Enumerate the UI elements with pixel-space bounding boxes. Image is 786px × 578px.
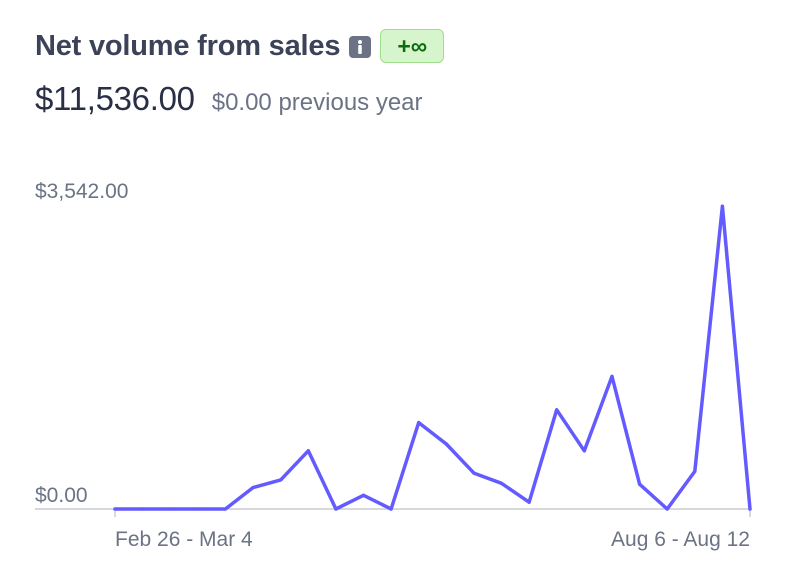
data-point-14 xyxy=(499,481,504,485)
data-point-12 xyxy=(444,442,448,446)
data-point-22 xyxy=(720,204,725,208)
data-point-19 xyxy=(638,482,642,486)
data-point-23 xyxy=(748,507,752,511)
info-icon[interactable] xyxy=(349,36,372,58)
data-point-18 xyxy=(610,374,614,378)
chart-title: Net volume from sales xyxy=(35,29,341,62)
chart-header: Net volume from sales +∞ xyxy=(35,26,445,66)
change-badge: +∞ xyxy=(380,29,445,63)
data-point-3 xyxy=(196,507,200,511)
data-point-10 xyxy=(389,507,393,511)
current-value: $11,536.00 xyxy=(35,80,195,117)
previous-value: $0.00 previous year xyxy=(211,89,423,116)
data-point-13 xyxy=(472,471,476,475)
info-icon-graphic xyxy=(349,36,372,58)
data-point-11 xyxy=(417,421,421,425)
data-point-5 xyxy=(251,486,255,490)
data-point-7 xyxy=(306,449,310,453)
x-tick-label-start: Feb 26 - Mar 4 xyxy=(115,528,253,551)
data-point-1 xyxy=(141,507,145,511)
data-point-21 xyxy=(693,469,697,473)
data-point-8 xyxy=(334,507,338,511)
data-point-0 xyxy=(113,507,117,511)
series-group xyxy=(113,204,752,511)
data-point-20 xyxy=(665,507,669,511)
data-point-2 xyxy=(168,507,172,511)
data-point-6 xyxy=(279,478,283,482)
series-line-0 xyxy=(113,204,752,511)
data-point-9 xyxy=(361,493,366,497)
y-tick-label-max: $3,542.00 xyxy=(35,180,128,203)
data-point-17 xyxy=(582,449,586,453)
data-point-4 xyxy=(223,507,227,511)
data-point-16 xyxy=(555,408,559,412)
y-tick-label-min: $0.00 xyxy=(35,484,88,507)
summary-row: $11,536.00 $0.00 previous year xyxy=(35,80,423,118)
x-tick-label-end: Aug 6 - Aug 12 xyxy=(611,528,750,551)
data-point-15 xyxy=(527,500,531,504)
